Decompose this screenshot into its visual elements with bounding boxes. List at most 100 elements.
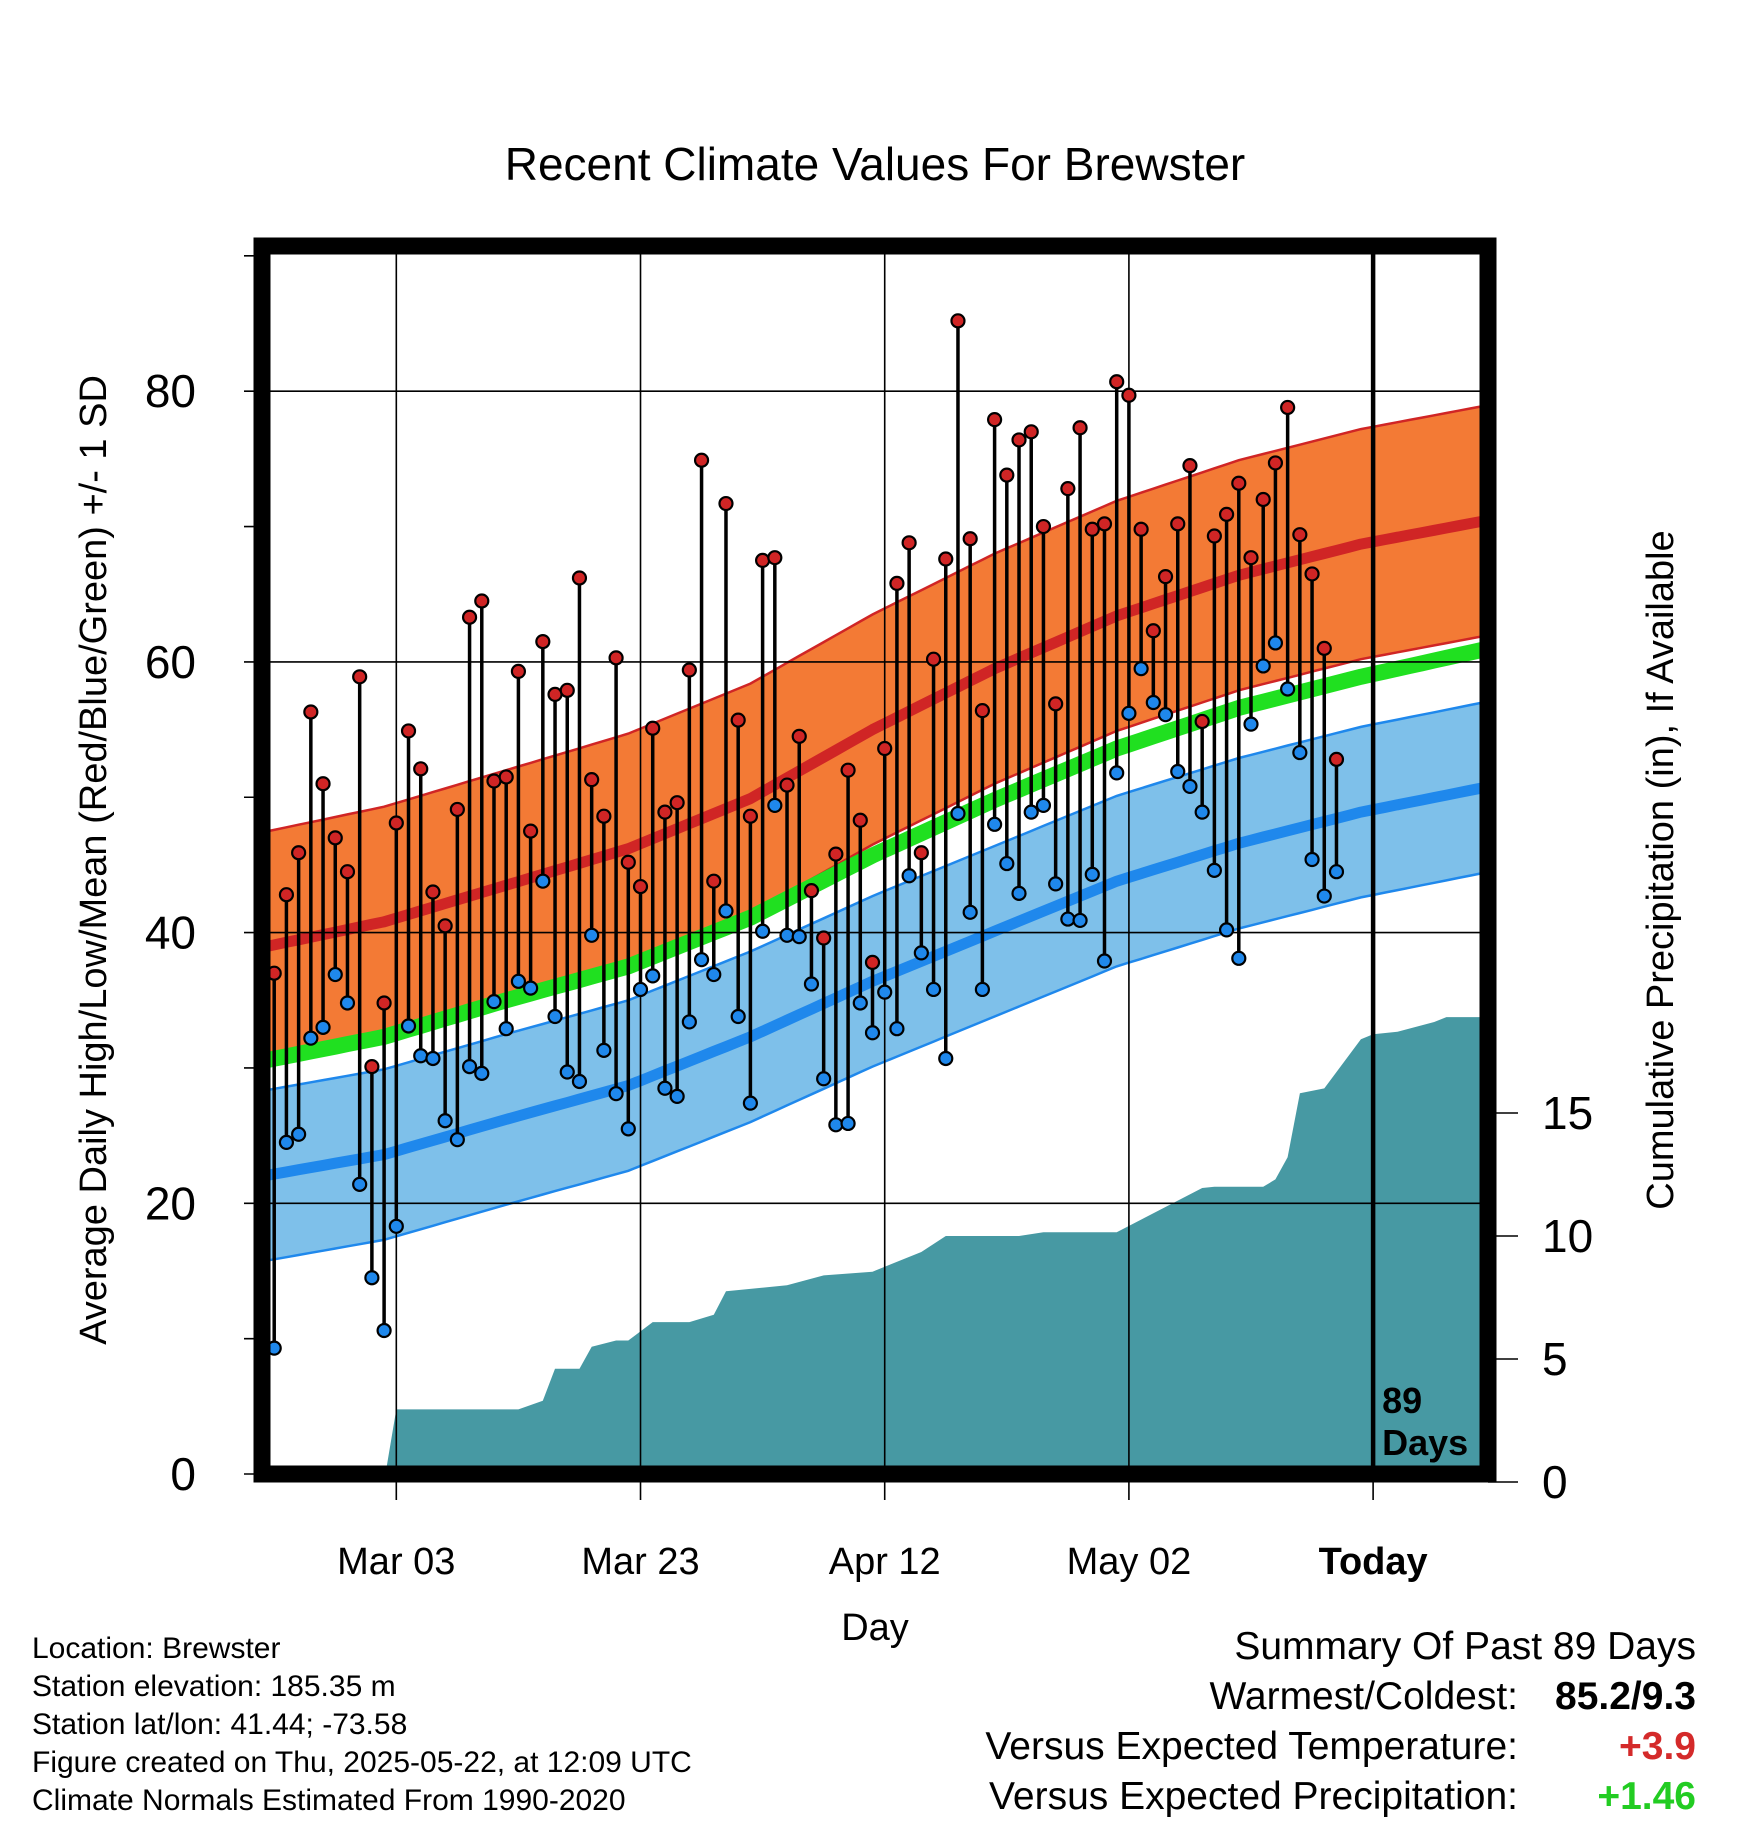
- daily-low-point: [1304, 851, 1320, 868]
- daily-low-point: [718, 903, 734, 919]
- daily-high-point: [840, 762, 856, 778]
- daily-low-point: [584, 927, 600, 943]
- daily-low-point: [1060, 911, 1076, 927]
- elevation-text: Station elevation: 185.35 m: [32, 1670, 396, 1703]
- x-tick-label: May 02: [1067, 1541, 1192, 1583]
- daily-low-point: [400, 1018, 417, 1034]
- daily-low-point: [693, 952, 710, 968]
- daily-high-point: [950, 313, 966, 329]
- daily-high-point: [474, 593, 490, 609]
- daily-high-point: [535, 633, 551, 650]
- daily-high-point: [669, 795, 685, 811]
- daily-low-point: [889, 1021, 905, 1037]
- y-tick-label: 40: [145, 907, 196, 959]
- daily-high-point: [510, 663, 527, 679]
- daily-low-point: [864, 1025, 881, 1041]
- daily-high-point: [486, 773, 502, 789]
- y2-tick-label: 10: [1542, 1210, 1593, 1262]
- plot-frame: [253, 237, 1497, 1483]
- daily-high-point: [388, 815, 404, 831]
- today-days-label: 89 Days: [1382, 1380, 1468, 1463]
- daily-low-point: [1316, 888, 1332, 904]
- daily-high-point: [571, 570, 588, 586]
- daily-high-point: [315, 776, 331, 792]
- daily-low-point: [559, 1064, 575, 1080]
- daily-high-point: [925, 651, 942, 667]
- daily-high-point: [693, 452, 710, 468]
- warmest-value: 85.2/9.3: [1555, 1675, 1696, 1718]
- daily-high-point: [1243, 550, 1259, 566]
- daily-low-point: [828, 1117, 844, 1133]
- y-axis-label: Average Daily High/Low/Mean (Red/Blue/Gr…: [73, 375, 115, 1345]
- daily-high-point: [742, 808, 759, 824]
- x-axis-label: Day: [841, 1607, 909, 1649]
- daily-high-point: [437, 918, 453, 934]
- daily-low-point: [803, 976, 820, 992]
- daily-high-point: [1182, 458, 1198, 474]
- daily-low-point: [1206, 862, 1222, 878]
- daily-high-point: [608, 650, 624, 666]
- daily-low-point: [681, 1014, 697, 1030]
- today-days-label-line: Days: [1382, 1422, 1468, 1463]
- latlon-text: Station lat/lon: 41.44; -73.58: [32, 1708, 408, 1741]
- daily-high-point: [718, 495, 734, 512]
- daily-high-point: [449, 801, 465, 818]
- daily-high-point: [584, 772, 600, 788]
- daily-low-point: [645, 968, 661, 984]
- daily-low-point: [950, 805, 966, 822]
- daily-high-point: [657, 804, 673, 820]
- daily-low-point: [840, 1115, 856, 1132]
- daily-low-point: [1328, 864, 1345, 880]
- daily-low-point: [571, 1073, 588, 1090]
- y-tick-label: 20: [145, 1177, 196, 1229]
- y-tick-label: 0: [170, 1448, 196, 1500]
- daily-low-point: [352, 1176, 368, 1192]
- daily-high-point: [339, 864, 356, 880]
- daily-high-point: [1292, 527, 1308, 543]
- daily-high-point: [864, 954, 881, 970]
- daily-high-point: [352, 669, 368, 685]
- daily-low-point: [938, 1050, 954, 1067]
- location-text: Location: Brewster: [32, 1632, 281, 1665]
- daily-low-point: [596, 1042, 612, 1058]
- summary-precip-row: Versus Expected Precipitation: +1.46: [985, 1772, 1696, 1822]
- daily-high-point: [816, 930, 832, 946]
- normals-text: Climate Normals Estimated From 1990-2020: [32, 1784, 626, 1817]
- daily-low-point: [1109, 765, 1125, 781]
- daily-low-point: [449, 1132, 465, 1148]
- daily-low-point: [974, 981, 990, 998]
- daily-high-point: [767, 550, 783, 566]
- daily-low-point: [1170, 763, 1186, 780]
- daily-low-point: [388, 1218, 404, 1234]
- daily-low-point: [1267, 635, 1284, 651]
- daily-high-point: [1280, 399, 1296, 416]
- daily-high-point: [1133, 521, 1149, 537]
- daily-high-point: [803, 883, 820, 899]
- daily-high-point: [400, 723, 417, 739]
- y2-tick-label: 5: [1542, 1333, 1568, 1385]
- daily-low-point: [816, 1071, 832, 1087]
- daily-low-point: [755, 923, 771, 939]
- daily-low-point: [767, 797, 783, 813]
- temp-value: +3.9: [1619, 1725, 1696, 1768]
- daily-low-point: [877, 984, 893, 1000]
- daily-low-point: [425, 1050, 441, 1067]
- precip-area: [385, 1017, 1488, 1474]
- daily-high-point: [547, 686, 563, 702]
- daily-high-point: [413, 761, 429, 777]
- daily-low-point: [547, 1008, 563, 1025]
- daily-low-point: [779, 927, 795, 943]
- daily-high-point: [278, 887, 295, 903]
- daily-high-point: [1218, 506, 1235, 522]
- daily-low-point: [657, 1080, 673, 1096]
- daily-high-point: [889, 575, 905, 591]
- y2-tick-label: 15: [1542, 1087, 1593, 1139]
- daily-low-point: [474, 1065, 490, 1081]
- x-tick-label: Today: [1319, 1541, 1428, 1583]
- daily-high-point: [596, 808, 612, 824]
- daily-high-point: [852, 812, 868, 828]
- daily-low-point: [498, 1021, 514, 1037]
- daily-low-point: [486, 994, 502, 1010]
- summary-heading: Summary Of Past 89 Days: [1234, 1625, 1696, 1668]
- daily-low-point: [1292, 744, 1308, 761]
